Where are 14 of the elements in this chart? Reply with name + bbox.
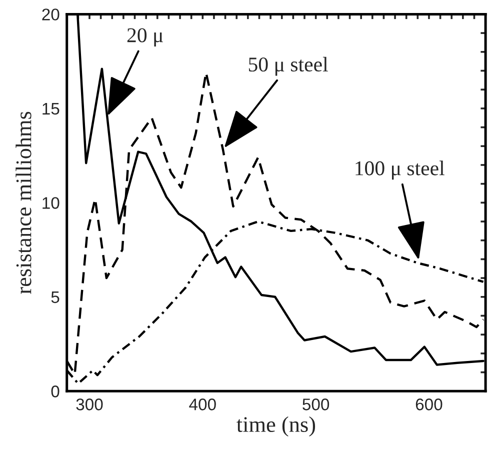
y-tick-label: 15 [42, 103, 60, 115]
x-tick-label: 500 [302, 398, 330, 410]
y-tick-label: 20 [42, 8, 60, 20]
annotation: 100 μ steel [356, 160, 444, 180]
y-tick-label: 5 [51, 291, 60, 304]
x-tick-label: 600 [416, 398, 442, 410]
y-tick-label: 0 [51, 386, 60, 398]
x-axis-title: time (ns) [236, 416, 316, 437]
x-tick-label: 300 [76, 398, 103, 410]
x-tick-label: 400 [189, 398, 216, 410]
annotation: 20 μ [127, 28, 163, 47]
y-tick-label: 10 [42, 197, 60, 209]
annotation: 50 μ steel [248, 56, 328, 76]
y-axis-title: resistance milliohms [16, 112, 32, 294]
